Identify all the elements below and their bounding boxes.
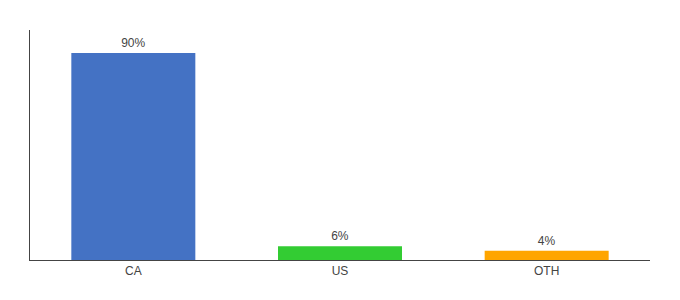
svg-text:90%: 90% — [121, 36, 145, 50]
svg-text:4%: 4% — [538, 234, 556, 248]
svg-text:OTH: OTH — [534, 264, 559, 278]
svg-text:US: US — [332, 264, 349, 278]
svg-text:CA: CA — [125, 264, 142, 278]
svg-text:6%: 6% — [331, 229, 349, 243]
